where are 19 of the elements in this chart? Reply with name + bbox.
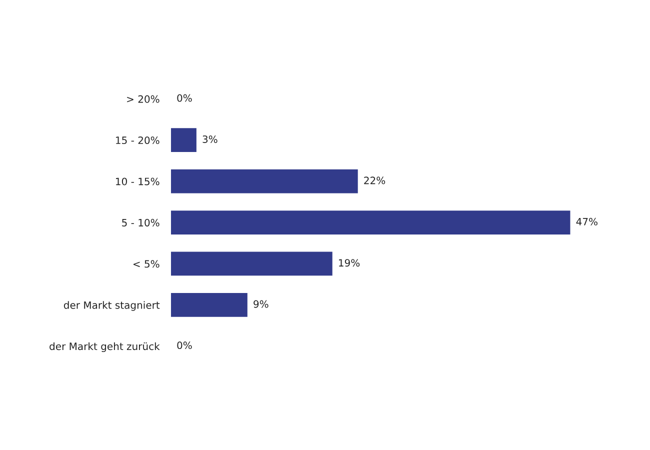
data-label: 3%	[202, 135, 218, 144]
data-label: 22%	[364, 176, 386, 184]
data-label: 0%	[177, 94, 192, 102]
y-tick-label: 5 - 10%	[122, 218, 160, 226]
data-label: 0%	[177, 341, 192, 350]
y-tick-label: > 20%	[127, 95, 160, 103]
y-tick-label: 15 - 20%	[116, 136, 160, 144]
bar	[170, 169, 358, 194]
bar	[170, 292, 248, 317]
bar	[170, 252, 332, 276]
bar	[170, 210, 570, 234]
y-tick-label: < 5%	[133, 260, 160, 268]
y-tick-label: der Markt stagniert	[64, 301, 160, 311]
data-label: 19%	[339, 259, 360, 267]
bar	[170, 128, 196, 152]
y-tick-label: der Markt geht zurück	[50, 342, 160, 352]
data-label: 47%	[576, 218, 598, 226]
data-label: 9%	[254, 300, 268, 308]
y-tick-label: 10 - 15%	[116, 178, 160, 186]
